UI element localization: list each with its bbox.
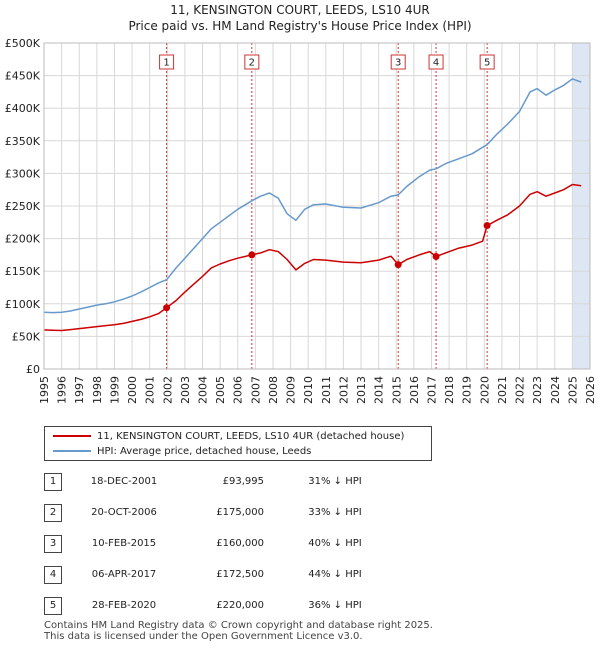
x-tick-label: 2013 [355,376,368,404]
x-tick-label: 2021 [496,376,509,404]
footer-line-licence: This data is licensed under the Open Gov… [44,631,363,642]
sale-price: £220,000 [216,600,264,611]
sale-marker-box [244,54,260,70]
x-tick-label: 1996 [56,376,69,404]
property-series-line [43,183,582,332]
hpi-series-line [43,78,582,314]
sale-hpi-diff: 36% ↓ HPI [308,600,362,611]
y-tick-label: £200K [5,233,41,246]
y-tick-label: £0 [26,363,40,376]
x-tick-label: 2001 [144,376,157,404]
x-tick-label: 2010 [302,376,315,404]
sale-row: 2 20-OCT-2006 £175,000 33% ↓ HPI [44,504,464,522]
sale-hpi-diff: 33% ↓ HPI [308,507,362,518]
sale-row: 5 28-FEB-2020 £220,000 36% ↓ HPI [44,597,464,615]
y-tick-label: £500K [5,37,41,50]
x-tick-label: 2011 [320,376,333,404]
x-tick-label: 2016 [408,376,421,404]
x-tick-label: 2015 [390,376,403,404]
y-tick-label: £350K [5,135,41,148]
chart-legend: 11, KENSINGTON COURT, LEEDS, LS10 4UR (d… [44,426,432,461]
sale-date: 06-APR-2017 [91,569,157,580]
sale-point [483,222,491,230]
y-tick-label: £400K [5,102,41,115]
x-tick-label: 1998 [91,376,104,404]
x-tick-label: 2025 [566,376,579,404]
sale-number-badge: 3 [44,535,62,553]
y-tick-label: £50K [12,330,41,343]
y-tick-label: £450K [5,70,41,83]
x-tick-label: 2017 [425,376,438,404]
y-tick-label: £250K [5,200,41,213]
x-tick-label: 2000 [126,376,139,404]
x-tick-label: 2019 [461,376,474,404]
sale-price: £93,995 [222,476,264,487]
legend-swatch-hpi [53,450,91,452]
legend-label-hpi: HPI: Average price, detached house, Leed… [97,446,312,457]
sale-date: 18-DEC-2001 [90,476,158,487]
sale-marker-label: 1 [163,58,169,69]
sale-number-badge: 1 [44,473,62,491]
sale-row: 4 06-APR-2017 £172,500 44% ↓ HPI [44,566,464,584]
x-tick-label: 1995 [38,376,51,404]
footer-line-copyright: Contains HM Land Registry data © Crown c… [44,620,433,631]
y-tick-label: £300K [5,167,41,180]
x-tick-label: 2024 [549,376,562,404]
x-tick-label: 2005 [214,376,227,404]
chart-subtitle: Price paid vs. HM Land Registry's House … [128,19,471,33]
sale-hpi-diff: 44% ↓ HPI [308,569,362,580]
sale-price: £175,000 [216,507,264,518]
sale-price: £160,000 [216,538,264,549]
sale-number-badge: 4 [44,566,62,584]
x-tick-label: 1997 [73,376,86,404]
sale-hpi-diff: 31% ↓ HPI [308,476,362,487]
sale-marker-label: 4 [433,58,439,69]
sale-date: 28-FEB-2020 [91,600,157,611]
sale-date: 10-FEB-2015 [91,538,157,549]
sale-marker-label: 3 [395,58,401,69]
sale-marker-label: 2 [249,58,255,69]
sale-marker-box [390,54,406,70]
sale-hpi-diff: 40% ↓ HPI [308,538,362,549]
plot-frame [43,42,591,370]
chart-title: 11, KENSINGTON COURT, LEEDS, LS10 4UR [170,3,429,17]
x-tick-label: 2006 [232,376,245,404]
x-tick-label: 2020 [478,376,491,404]
legend-item-hpi: HPI: Average price, detached house, Leed… [53,445,311,459]
legend-swatch-property [53,435,91,437]
sale-price: £172,500 [216,569,264,580]
sale-marker-box [479,54,495,70]
x-tick-label: 2007 [249,376,262,404]
x-tick-label: 2012 [337,376,350,404]
sale-point [432,253,440,261]
attribution-footer: Contains HM Land Registry data © Crown c… [44,620,433,642]
sale-marker-box [428,54,444,70]
x-tick-label: 1999 [108,376,121,404]
y-tick-label: £100K [5,298,41,311]
price-chart: 11, KENSINGTON COURT, LEEDS, LS10 4UR Pr… [5,3,597,404]
legend-label-property: 11, KENSINGTON COURT, LEEDS, LS10 4UR (d… [97,431,405,442]
sale-number-badge: 2 [44,504,62,522]
x-tick-label: 2018 [443,376,456,404]
x-tick-label: 2009 [285,376,298,404]
x-tick-label: 2014 [373,376,386,404]
sale-row: 3 10-FEB-2015 £160,000 40% ↓ HPI [44,535,464,553]
sale-date: 20-OCT-2006 [91,507,157,518]
sale-marker-label: 5 [484,58,490,69]
y-tick-label: £150K [5,265,41,278]
x-tick-label: 2003 [179,376,192,404]
x-tick-label: 2026 [584,376,597,404]
sale-point [248,251,256,259]
sale-row: 1 18-DEC-2001 £93,995 31% ↓ HPI [44,473,464,491]
sale-point [163,304,171,312]
sale-number-badge: 5 [44,597,62,615]
x-tick-label: 2008 [267,376,280,404]
legend-item-property: 11, KENSINGTON COURT, LEEDS, LS10 4UR (d… [53,430,404,444]
x-tick-label: 2002 [161,376,174,404]
sale-point [394,261,402,269]
x-tick-label: 2004 [197,376,210,404]
x-tick-label: 2023 [531,376,544,404]
x-tick-label: 2022 [514,376,527,404]
sale-marker-box [159,54,175,70]
